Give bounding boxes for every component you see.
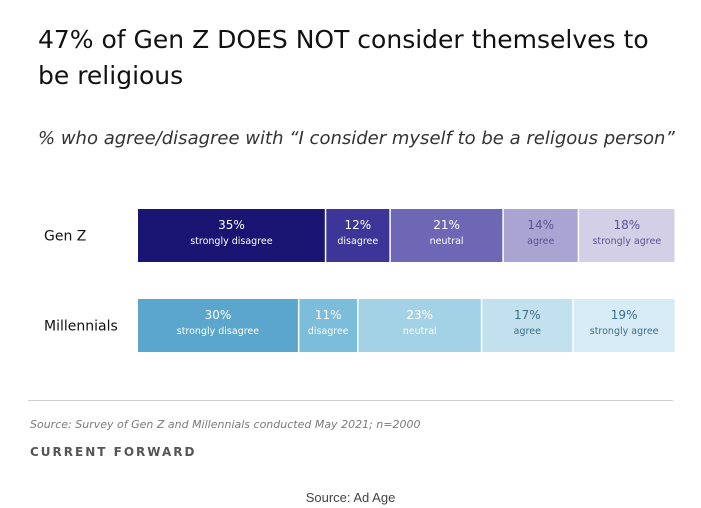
bar-millennials-strongly-disagree [138, 299, 298, 352]
value-label-gen-z-neutral: 21% [433, 218, 460, 232]
bar-millennials-disagree [299, 299, 358, 352]
bar-millennials-strongly-agree [573, 299, 675, 352]
segment-label-gen-z-strongly-agree: strongly agree [592, 236, 661, 247]
brand-logo: CURRENT FORWARD [30, 445, 197, 459]
segment-label-millennials-neutral: neutral [403, 326, 437, 337]
value-label-gen-z-disagree: 12% [344, 218, 371, 232]
value-label-gen-z-strongly-agree: 18% [613, 218, 640, 232]
bar-millennials-agree [482, 299, 573, 352]
footer-divider [28, 400, 673, 401]
chart-title: 47% of Gen Z DOES NOT consider themselve… [38, 25, 649, 90]
value-label-millennials-disagree: 11% [315, 308, 342, 322]
segment-label-millennials-disagree: disagree [308, 326, 349, 337]
source-note: Source: Survey of Gen Z and Millennials … [30, 418, 421, 431]
stacked-bar-chart: Gen Z 35% strongly disagree 12% disagree 21% n… [44, 209, 675, 352]
segment-label-millennials-strongly-disagree: strongly disagree [177, 326, 260, 337]
bar-gen-z-disagree [326, 209, 390, 262]
value-label-gen-z-strongly-disagree: 35% [218, 218, 245, 232]
row-label-gen-z: Gen Z [44, 229, 86, 245]
value-label-millennials-agree: 17% [514, 308, 541, 322]
bar-gen-z-neutral [390, 209, 503, 262]
value-label-gen-z-agree: 14% [527, 218, 554, 232]
bar-gen-z-strongly-agree [579, 209, 675, 262]
bar-millennials-neutral [358, 299, 481, 352]
segment-label-millennials-agree: agree [514, 326, 541, 337]
segment-label-gen-z-agree: agree [527, 236, 554, 247]
bar-gen-z-agree [503, 209, 578, 262]
segment-label-gen-z-neutral: neutral [430, 236, 464, 247]
source-credit: Source: Ad Age [305, 490, 396, 505]
segment-label-gen-z-disagree: disagree [337, 236, 378, 247]
value-label-millennials-neutral: 23% [406, 308, 433, 322]
value-label-millennials-strongly-agree: 19% [611, 308, 638, 322]
segment-label-millennials-strongly-agree: strongly agree [590, 326, 659, 337]
value-label-millennials-strongly-disagree: 30% [205, 308, 232, 322]
chart-subtitle: % who agree/disagree with “I consider my… [38, 128, 675, 149]
row-label-millennials: Millennials [44, 319, 118, 335]
bar-gen-z-strongly-disagree [138, 209, 325, 262]
segment-label-gen-z-strongly-disagree: strongly disagree [190, 236, 273, 247]
